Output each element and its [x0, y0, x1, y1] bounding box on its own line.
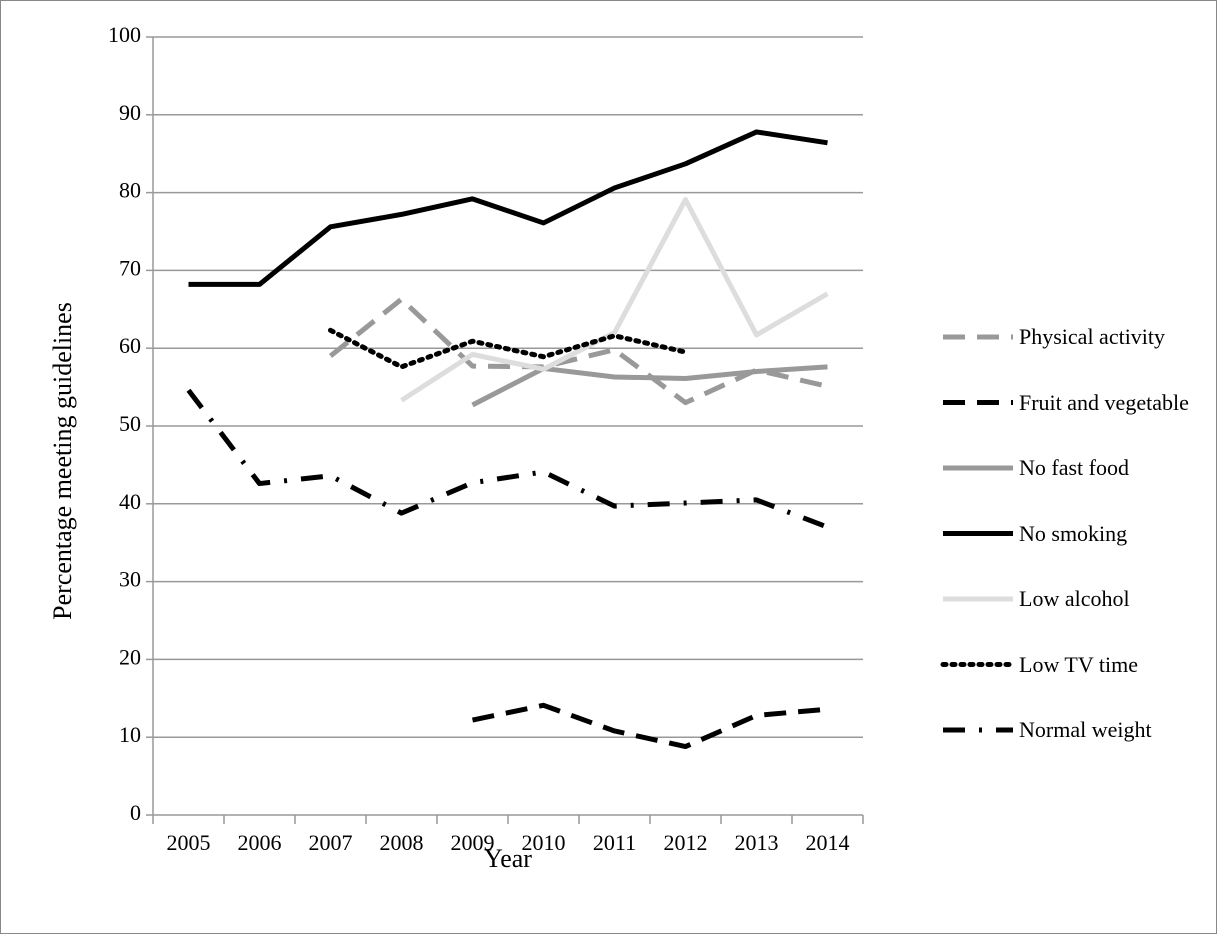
legend-label: Low alcohol: [1019, 586, 1130, 611]
x-axis-title: Year: [484, 844, 532, 873]
y-tick-label: 0: [130, 800, 141, 825]
legend-label: No fast food: [1019, 455, 1129, 480]
x-tick-label: 2014: [806, 830, 850, 855]
y-tick-label: 40: [119, 489, 141, 514]
series-line: [400, 197, 829, 403]
y-tick-label: 30: [119, 567, 141, 592]
y-tick-label: 20: [119, 644, 141, 669]
y-axis-title: Percentage meeting guidelines: [48, 302, 77, 620]
x-tick-label: 2006: [238, 830, 282, 855]
legend-label: Low TV time: [1019, 651, 1138, 677]
x-tick-label: 2012: [664, 830, 708, 855]
y-tick-label: 60: [119, 333, 141, 358]
x-tick-label: 2010: [522, 830, 566, 855]
series-line: [471, 702, 828, 750]
x-tick-label: 2011: [593, 830, 636, 855]
legend-label: Physical activity: [1019, 324, 1166, 349]
x-tick-label: 2013: [735, 830, 779, 855]
x-tick-label: 2009: [451, 830, 495, 855]
y-tick-label: 90: [119, 100, 141, 125]
y-tick-label: 70: [119, 255, 141, 280]
y-tick-label: 50: [119, 411, 141, 436]
x-tick-label: 2007: [309, 830, 353, 855]
series-line: [471, 364, 828, 408]
legend-label: Fruit and vegetable: [1019, 389, 1189, 415]
x-tick-label: 2005: [167, 830, 211, 855]
series-line: [186, 388, 829, 530]
y-tick-label: 10: [119, 722, 141, 747]
series-line: [328, 296, 829, 406]
x-tick-label: 2008: [380, 830, 424, 855]
y-tick-label: 80: [119, 178, 141, 203]
legend-label: No smoking: [1019, 520, 1128, 546]
series-line: [328, 327, 688, 370]
series-line: [188, 129, 828, 287]
y-tick-label: 100: [108, 22, 141, 47]
legend-label: Normal weight: [1019, 717, 1152, 742]
